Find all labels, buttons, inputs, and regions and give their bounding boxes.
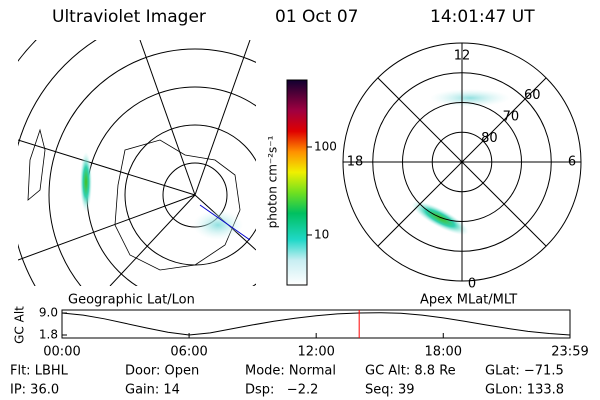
panel-label: Geographic Lat/Lon <box>68 293 195 308</box>
lat-label: 70 <box>503 110 520 125</box>
info-field: Gain: 14 <box>125 383 180 398</box>
lat-circle <box>402 102 522 222</box>
lat-label: 80 <box>481 131 498 146</box>
polar-axis <box>377 77 547 247</box>
date: 01 Oct 07 <box>275 7 358 27</box>
info-field: GLon: 133.8 <box>485 383 564 398</box>
geo-map <box>18 40 256 286</box>
info-field: Door: Open <box>125 364 199 379</box>
title: Ultraviolet Imager <box>52 7 206 27</box>
info-field: Flt: LBHL <box>10 364 69 379</box>
colorbar-tick-label: 100 <box>314 139 337 153</box>
lat-circle <box>431 131 493 193</box>
info-field: Seq: 39 <box>365 383 415 398</box>
colorbar-tick-label: 10 <box>314 227 329 241</box>
info-field: GLat: −71.5 <box>485 364 564 379</box>
lat-circle <box>372 72 552 252</box>
colorbar <box>286 79 308 286</box>
x-tick-label: 18:00 <box>425 345 462 360</box>
mlt-label: 0 <box>468 277 476 292</box>
y-tick-label: 9.0 <box>39 306 58 320</box>
x-tick-label: 00:00 <box>43 345 80 360</box>
mlt-label: 12 <box>454 49 471 64</box>
x-tick-label: 12:00 <box>297 345 334 360</box>
info-field: GC Alt: 8.8 Re <box>365 364 456 379</box>
x-tick-label: 06:00 <box>170 345 207 360</box>
info-field: IP: 36.0 <box>10 383 59 398</box>
mlt-label: 6 <box>568 155 576 170</box>
panel-label: Apex MLat/MLT <box>420 293 517 308</box>
mlt-label: 18 <box>347 155 364 170</box>
colorbar-label: photon cm⁻²s⁻¹ <box>266 135 280 228</box>
time: 14:01:47 UT <box>430 7 535 27</box>
y-axis-label: GC Alt <box>13 306 27 344</box>
info-field: Dsp: −2.2 <box>245 383 318 398</box>
lat-label: 60 <box>524 88 541 103</box>
info-field: Mode: Normal <box>245 364 336 379</box>
x-tick-label: 23:59 <box>551 345 588 360</box>
altitude-line <box>61 312 571 336</box>
y-tick-label: 1.8 <box>39 328 58 342</box>
